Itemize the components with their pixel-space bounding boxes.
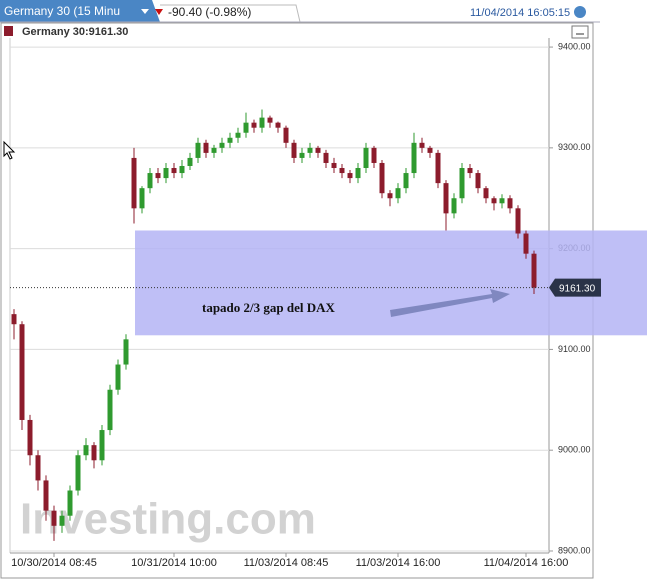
candle-body xyxy=(387,193,393,199)
candle-body xyxy=(331,162,337,169)
candle-body xyxy=(259,117,265,128)
annotation: tapado 2/3 gap del DAX xyxy=(202,300,336,315)
candle-body xyxy=(299,152,305,158)
candle-body xyxy=(131,157,137,209)
candle-body xyxy=(491,198,497,204)
title-tab[interactable] xyxy=(0,0,160,22)
cursor xyxy=(3,140,16,160)
y-tick-label: 9400.00 xyxy=(558,41,591,51)
candle-body xyxy=(139,188,145,209)
candle-body xyxy=(363,147,369,169)
candle-body xyxy=(219,142,225,148)
x-tick-label: 11/03/2014 08:45 xyxy=(244,557,329,569)
candle-body xyxy=(283,127,289,143)
settings-button[interactable] xyxy=(574,6,586,18)
y-tick-label: 9100.00 xyxy=(558,344,591,354)
candle-body xyxy=(323,152,329,163)
last-price-box xyxy=(549,278,601,297)
candle-body xyxy=(347,173,353,179)
candle-body xyxy=(19,324,25,420)
candle-body xyxy=(203,142,209,153)
candle-body xyxy=(51,510,57,526)
candle-body xyxy=(99,430,105,461)
candle-body xyxy=(395,188,401,199)
timestamp: 11/04/2014 16:05:15 xyxy=(470,7,570,19)
candle-body xyxy=(379,162,385,194)
candle-body xyxy=(267,117,273,123)
y-tick-label: 8900.00 xyxy=(558,545,591,555)
candle-body xyxy=(107,389,113,431)
x-tick-label: 11/03/2014 16:00 xyxy=(356,557,441,569)
x-tick-label: 10/31/2014 10:00 xyxy=(131,557,217,569)
candle-body xyxy=(155,173,161,179)
candle-body xyxy=(59,515,65,526)
candle-body xyxy=(179,165,185,174)
candle-body xyxy=(531,253,537,288)
candle-body xyxy=(339,168,345,174)
candle-body xyxy=(467,168,473,174)
candle-body xyxy=(163,168,169,179)
candle-body xyxy=(507,198,513,209)
candle-body xyxy=(91,445,97,461)
candle-body xyxy=(211,147,217,153)
candle-body xyxy=(235,132,241,138)
minimize-button[interactable] xyxy=(571,25,589,39)
candle-body xyxy=(11,314,17,325)
candle-body xyxy=(275,122,281,128)
candle-body xyxy=(307,147,313,153)
last-price-label: 9161.30 xyxy=(559,283,596,294)
candle-body xyxy=(411,142,417,174)
chart-title: Germany 30 (15 Minu xyxy=(4,4,120,18)
candle-body xyxy=(171,168,177,174)
candle-body xyxy=(35,455,41,481)
candle-body xyxy=(243,122,249,133)
candle-body xyxy=(227,137,233,143)
y-tick-label: 9300.00 xyxy=(558,142,591,152)
candle-body xyxy=(451,198,457,214)
candle-body xyxy=(427,147,433,153)
candle-body xyxy=(27,419,33,456)
symbol-icon xyxy=(4,26,13,36)
candle-body xyxy=(123,339,129,365)
candle-body xyxy=(147,173,153,189)
candle-body xyxy=(419,142,425,148)
candle-body xyxy=(315,147,321,153)
candle-body xyxy=(83,445,89,456)
x-tick-label: 10/30/2014 08:45 xyxy=(11,557,97,569)
candle-body xyxy=(459,168,465,199)
annotation-arrow xyxy=(390,289,510,317)
candle-body xyxy=(75,455,81,491)
candle-body xyxy=(251,122,257,128)
candle-body xyxy=(355,168,361,179)
y-tick-label: 9000.00 xyxy=(558,445,591,455)
candle-body xyxy=(499,198,505,204)
candle-body xyxy=(115,364,121,390)
candle-body xyxy=(67,490,73,516)
candle-body xyxy=(43,480,49,511)
candle-body xyxy=(291,142,297,158)
candle-body xyxy=(435,152,441,184)
candle-body xyxy=(483,188,489,199)
candle-body xyxy=(475,173,481,189)
x-tick-label: 11/04/2014 16:00 xyxy=(484,557,569,569)
candle-body xyxy=(523,233,529,254)
candle-body xyxy=(443,183,449,214)
candle-body xyxy=(187,157,193,166)
candle-body xyxy=(195,142,201,158)
change: -90.40 (-0.98%) xyxy=(168,5,251,19)
change-arrow xyxy=(155,9,163,15)
candle-body xyxy=(371,147,377,163)
dropdown-arrow[interactable] xyxy=(141,9,149,14)
candle-body xyxy=(515,208,521,234)
candle-body xyxy=(403,173,409,189)
subtitle: Germany 30:9161.30 xyxy=(22,26,128,38)
